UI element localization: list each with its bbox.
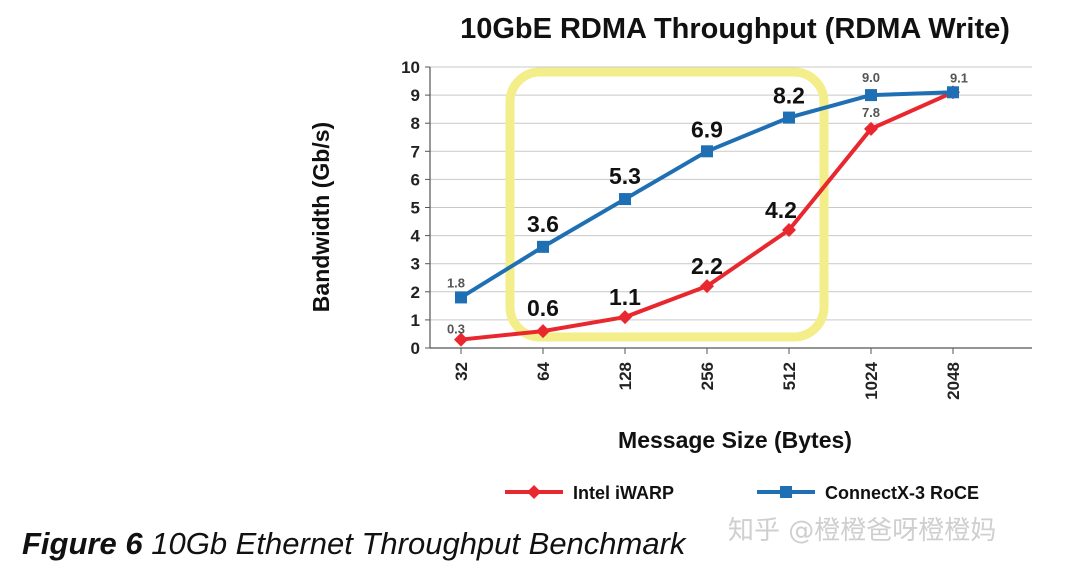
watermark-text: 知乎 @橙橙爸呀橙橙妈	[728, 516, 997, 546]
data-point	[947, 86, 959, 99]
x-tick-label: 512	[780, 362, 799, 390]
series-connectx-3-roce: 1.8 3.6 5.3 6.9 8.2 9.0 9.1	[447, 70, 968, 304]
data-point	[537, 240, 549, 253]
data-point	[782, 222, 796, 237]
data-label: 7.8	[862, 105, 880, 120]
highlight-box	[505, 67, 829, 342]
data-point	[865, 89, 877, 102]
data-label: 3.6	[527, 211, 559, 237]
legend-label: ConnectX-3 RoCE	[825, 483, 979, 503]
y-tick-label: 4	[411, 227, 421, 246]
data-point	[783, 111, 795, 124]
y-tick-label: 6	[411, 170, 420, 189]
data-point	[454, 332, 468, 347]
y-tick-label: 10	[401, 58, 420, 77]
y-tick-label: 1	[411, 311, 420, 330]
data-label: 9.0	[862, 70, 880, 85]
legend-marker	[780, 486, 792, 498]
data-label: 5.3	[609, 163, 641, 189]
data-label: 0.6	[527, 295, 559, 321]
data-point	[619, 193, 631, 206]
legend-label: Intel iWARP	[573, 483, 674, 503]
x-axis-label: Message Size (Bytes)	[618, 427, 852, 453]
y-tick-label: 0	[411, 339, 420, 358]
data-point	[536, 324, 550, 339]
y-tick-label: 3	[411, 255, 420, 274]
data-point	[700, 279, 714, 294]
x-tick-label: 32	[452, 362, 471, 381]
y-tick-label: 2	[411, 283, 420, 302]
legend-item: Intel iWARP	[505, 483, 674, 503]
data-label: 6.9	[691, 116, 723, 142]
data-point	[455, 291, 467, 304]
x-tick-label: 256	[698, 362, 717, 390]
data-label: 1.1	[609, 284, 641, 310]
data-label: 4.2	[765, 197, 797, 223]
data-point	[864, 121, 878, 136]
data-label: 9.1	[950, 70, 968, 85]
x-tick-label: 2048	[944, 362, 963, 400]
y-tick-label: 7	[411, 142, 420, 161]
chart-title: 10GbE RDMA Throughput (RDMA Write)	[460, 13, 1010, 45]
legend-item: ConnectX-3 RoCE	[757, 483, 979, 503]
x-tick-label: 128	[616, 362, 635, 390]
data-point	[618, 310, 632, 325]
y-tick-label: 8	[411, 114, 420, 133]
figure-caption: Figure 6 10Gb Ethernet Throughput Benchm…	[22, 526, 685, 562]
y-axis-label: Bandwidth (Gb/s)	[308, 122, 334, 312]
data-label: 0.3	[447, 322, 465, 337]
data-label: 8.2	[773, 83, 805, 109]
figure-label: Figure 6	[22, 526, 143, 561]
y-tick-label: 5	[411, 199, 420, 218]
data-label: 2.2	[691, 253, 723, 279]
y-tick-label: 9	[411, 86, 420, 105]
figure-caption-text: 10Gb Ethernet Throughput Benchmark	[151, 526, 686, 561]
series-intel-iwarp: 0.3 0.6 1.1 2.2 4.2 7.8	[447, 85, 960, 347]
x-tick-label: 1024	[862, 361, 881, 399]
legend-marker	[527, 485, 541, 499]
data-point	[701, 145, 713, 158]
x-tick-label: 64	[534, 361, 553, 380]
data-label: 1.8	[447, 275, 465, 290]
